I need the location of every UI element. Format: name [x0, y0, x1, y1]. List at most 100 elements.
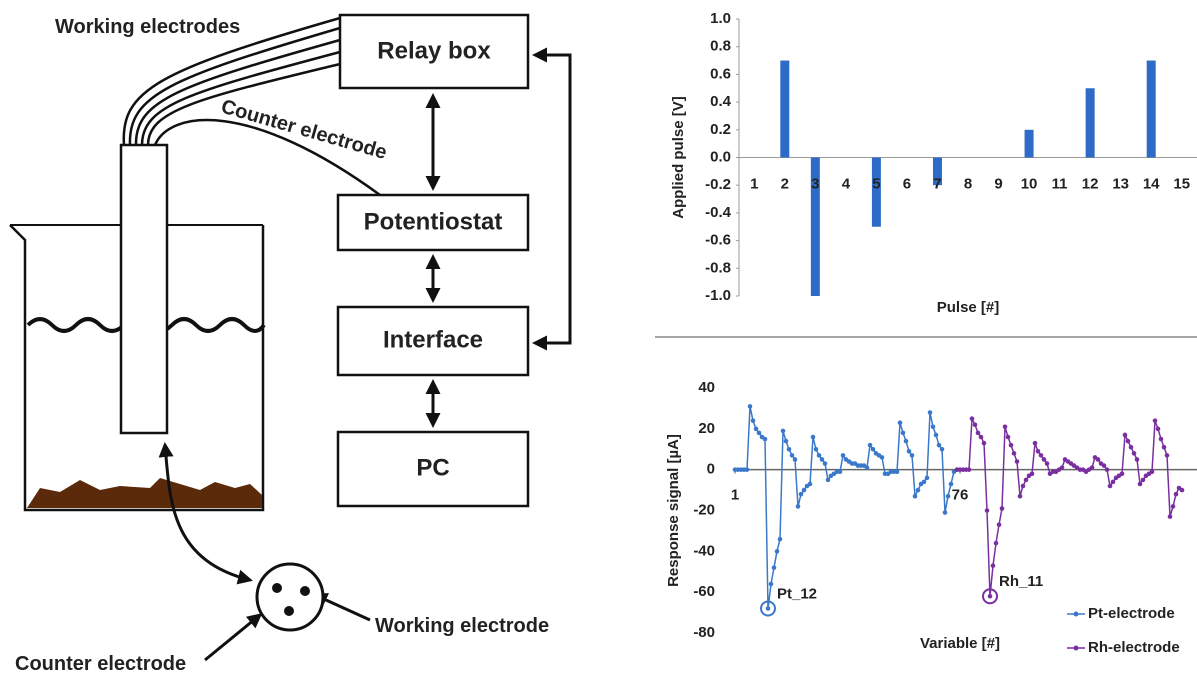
point [1029, 471, 1035, 477]
point [1149, 469, 1155, 475]
annotation-marker [760, 600, 776, 617]
y-tick-label: 0.8 [710, 38, 731, 55]
point [753, 426, 759, 432]
point [900, 430, 906, 436]
legend-label: Rh-electrode [1088, 639, 1180, 656]
y-tick-label: -0.4 [705, 204, 732, 221]
point [1164, 453, 1170, 458]
point [789, 453, 795, 458]
point [762, 436, 768, 442]
box [336, 430, 530, 508]
x-axis-title: Pulse [#] [937, 299, 1000, 316]
point [909, 453, 915, 458]
diagram: Relay box Potentiostat Interface PC Work… [9, 13, 572, 675]
point [774, 549, 780, 554]
point [768, 581, 774, 587]
point [1020, 483, 1026, 489]
box [338, 13, 530, 90]
point [1131, 451, 1137, 456]
y-axis-title: Response signal [µA] [665, 434, 682, 587]
point [975, 430, 981, 436]
point [1017, 493, 1023, 499]
legend-swatch [1073, 611, 1079, 617]
point [777, 536, 783, 542]
x-axis-title: Variable [#] [920, 635, 1000, 652]
point [987, 593, 993, 599]
point [825, 477, 831, 483]
point [894, 469, 900, 475]
point [879, 455, 885, 460]
point [1002, 424, 1008, 430]
electrode-holder [119, 143, 169, 435]
point [819, 457, 825, 462]
point [807, 481, 813, 487]
label: Working electrodes [55, 16, 240, 38]
y-axis-title: Applied pulse [V] [670, 96, 687, 219]
point [780, 428, 786, 434]
point [972, 422, 978, 428]
y-tick-label: -40 [693, 542, 715, 559]
bar [780, 60, 790, 158]
label: Working electrode [375, 615, 549, 637]
point [798, 491, 804, 497]
box-label: Potentiostat [364, 208, 503, 235]
point [816, 453, 822, 458]
point [756, 430, 762, 436]
point [993, 540, 999, 546]
box [336, 193, 530, 252]
point [1128, 444, 1134, 450]
point [942, 510, 948, 515]
electrode-dot [272, 583, 282, 593]
y-tick-label: -20 [693, 501, 715, 518]
point [765, 606, 771, 611]
y-tick-label: -0.6 [705, 232, 731, 249]
point [1059, 465, 1065, 470]
x-tick-label: 15 [1173, 175, 1190, 192]
point [966, 467, 972, 472]
point [921, 479, 927, 485]
point [1014, 459, 1020, 464]
box [336, 305, 530, 377]
electrode-dot [284, 606, 294, 616]
box-label: Interface [383, 326, 483, 353]
point [1101, 463, 1107, 468]
x-tick-label: 2 [781, 175, 789, 192]
x-tick-label: 13 [1112, 175, 1129, 192]
point [945, 493, 951, 499]
bar [1085, 88, 1095, 158]
point [801, 487, 807, 493]
y-tick-label: -0.2 [705, 176, 731, 193]
bar [1146, 60, 1156, 158]
point [1038, 453, 1044, 458]
bar [1024, 129, 1034, 158]
point [864, 465, 870, 470]
point [1170, 504, 1176, 509]
bar [810, 157, 820, 296]
y-tick-label: 0.6 [710, 65, 731, 82]
point [990, 563, 996, 568]
arrows [158, 47, 572, 662]
point [1104, 467, 1110, 472]
x-tick-label: 5 [872, 175, 880, 192]
point [1122, 432, 1128, 438]
x-tick-label: 8 [964, 175, 972, 192]
point [939, 446, 945, 452]
point [948, 481, 954, 487]
y-tick-label: 0 [707, 461, 715, 478]
point [906, 448, 912, 454]
label: Counter electrode [15, 653, 186, 675]
y-tick-label: 0.0 [710, 148, 731, 165]
x-tick-label: 7 [933, 175, 941, 192]
beaker [9, 224, 265, 512]
y-tick-label: 40 [698, 379, 715, 396]
x-tick-label: 1 [731, 487, 739, 504]
annotation: Rh_11 [999, 573, 1043, 590]
point [795, 504, 801, 509]
point [924, 475, 930, 481]
y-tick-label: -80 [693, 624, 715, 641]
legend-swatch [1073, 645, 1079, 651]
point [1044, 461, 1050, 466]
y-tick-label: 0.4 [710, 93, 732, 110]
point [915, 487, 921, 493]
point [1161, 444, 1167, 450]
